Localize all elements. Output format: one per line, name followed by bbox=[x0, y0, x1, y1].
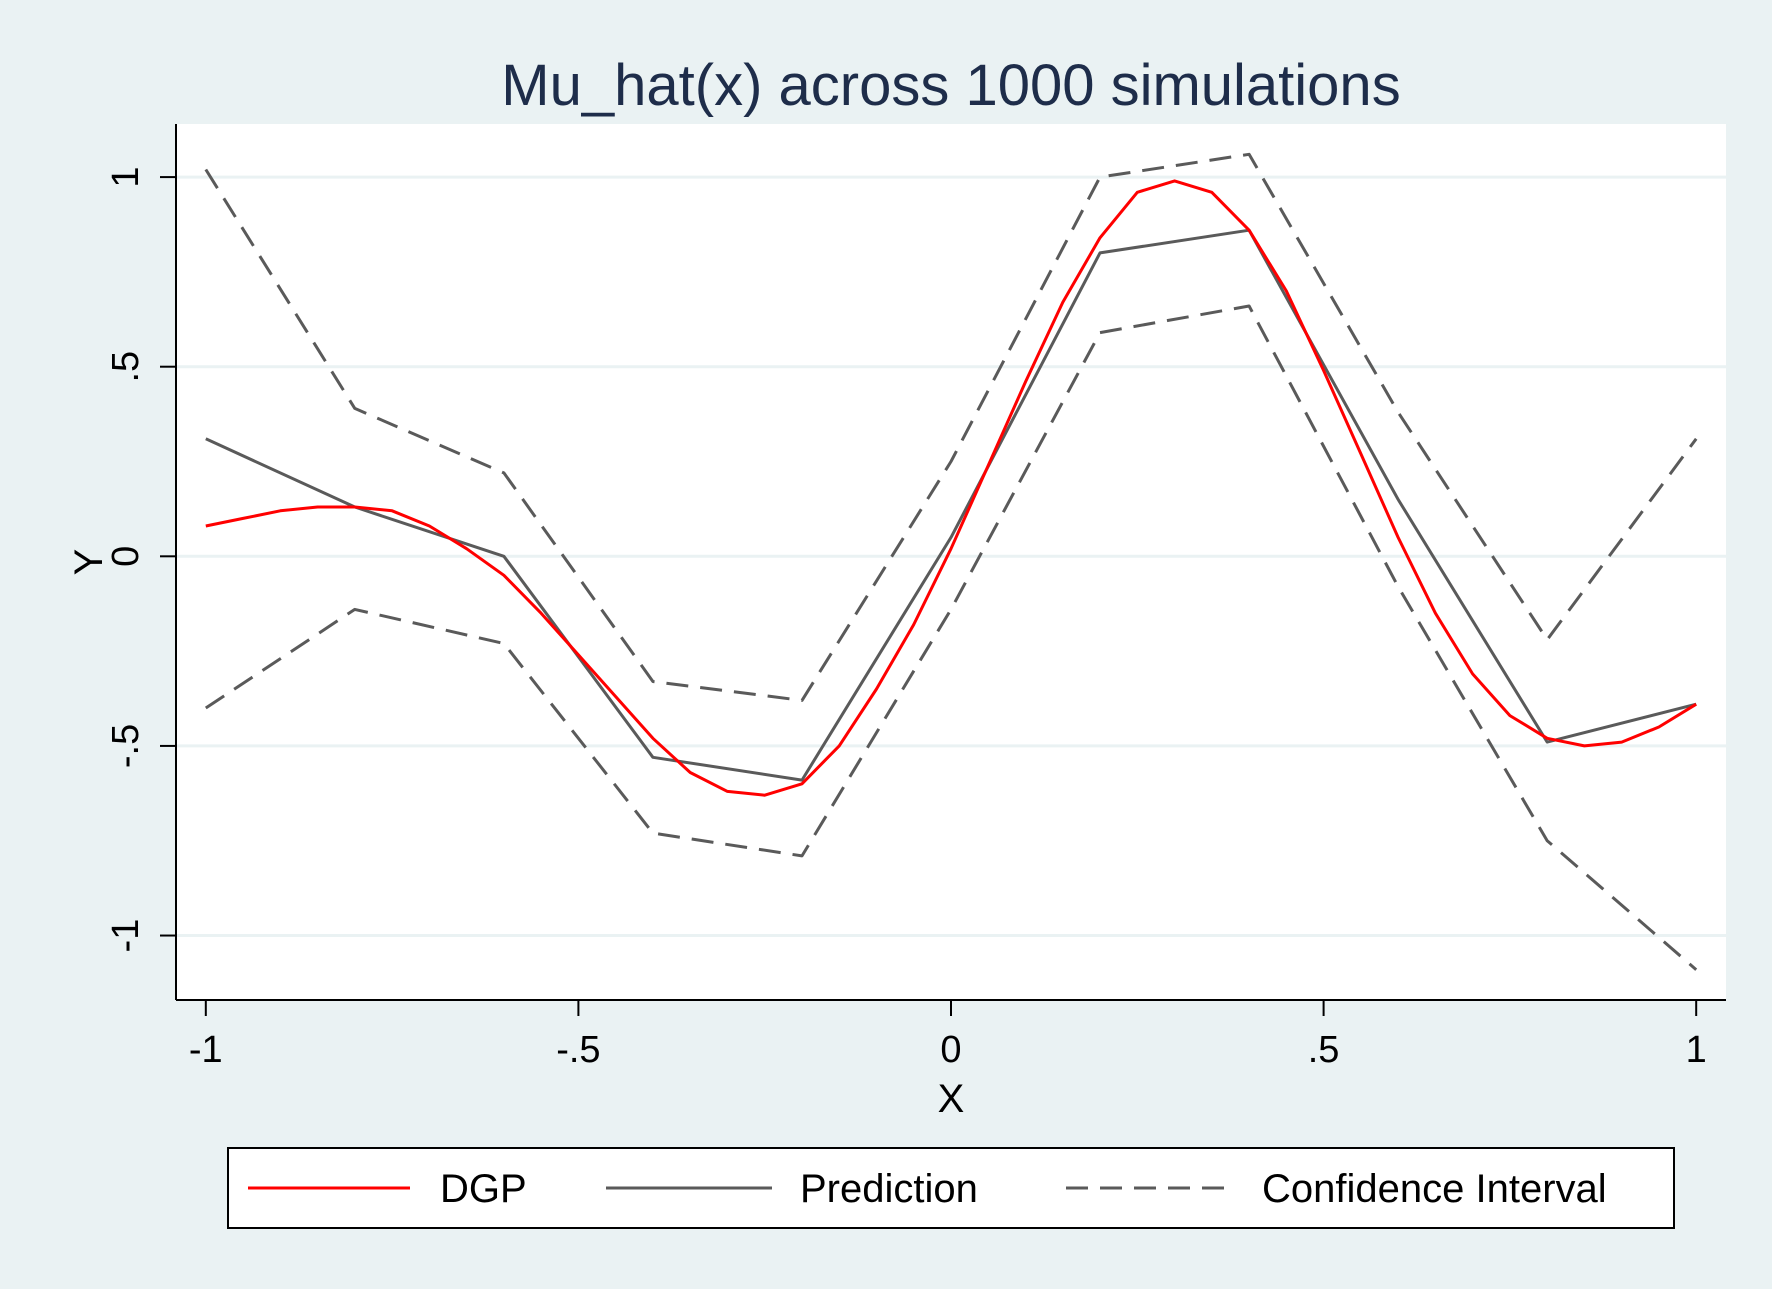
series-layer bbox=[204, 152, 1698, 971]
plot-area bbox=[176, 124, 1726, 1000]
x-tick-label-2: 0 bbox=[940, 1029, 961, 1071]
series-line-confidence-interval bbox=[204, 152, 1698, 702]
legend-box bbox=[227, 1147, 1675, 1229]
series-line-dgp bbox=[205, 179, 1697, 797]
legend-label-prediction: Prediction bbox=[800, 1167, 978, 1211]
x-tick-label-3: .5 bbox=[1308, 1029, 1340, 1071]
x-tick-label-4: 1 bbox=[1686, 1029, 1707, 1071]
y-tick-label-1: -.5 bbox=[105, 724, 147, 768]
y-tick-label-3: .5 bbox=[105, 351, 147, 383]
tick-layer: -1 -.5 0 .5 1 -1 -.5 0 .5 1 bbox=[105, 167, 1707, 1071]
x-tick-label-0: -1 bbox=[189, 1029, 223, 1071]
legend-label-dgp: DGP bbox=[440, 1167, 527, 1211]
grid-lines bbox=[176, 175, 1726, 938]
series-line-confidence-interval-lower bbox=[204, 304, 1698, 971]
x-axis-title: X bbox=[938, 1077, 965, 1121]
legend: DGP Prediction Confidence Interval bbox=[227, 1147, 1675, 1229]
y-tick-label-2: 0 bbox=[105, 546, 147, 567]
y-axis-title: Y bbox=[67, 549, 111, 576]
y-tick-label-4: 1 bbox=[105, 167, 147, 188]
x-tick-label-1: -.5 bbox=[556, 1029, 600, 1071]
y-tick-label-0: -1 bbox=[105, 919, 147, 953]
chart-title: Mu_hat(x) across 1000 simulations bbox=[501, 53, 1400, 118]
legend-label-confidence-interval: Confidence Interval bbox=[1262, 1167, 1607, 1211]
